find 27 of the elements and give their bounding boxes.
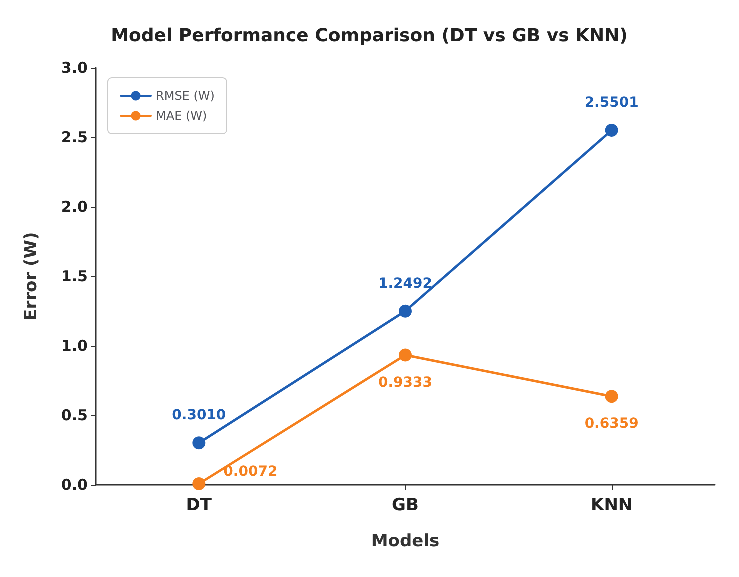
data-label: 2.5501 <box>584 95 639 112</box>
point <box>399 348 412 362</box>
y-tick-label: 2.5 <box>61 128 88 146</box>
y-tick-label: 2.0 <box>61 198 88 216</box>
y-tick-label: 0.5 <box>61 406 88 424</box>
data-label: 0.0072 <box>224 464 278 480</box>
y-axis-title: Error (W) <box>22 232 42 321</box>
legend-label: RMSE (W) <box>156 89 215 103</box>
x-axis-title: Models <box>371 532 440 552</box>
x-tick-label: GB <box>392 496 419 516</box>
y-tick-label: 0.0 <box>61 476 88 494</box>
x-tick-label: KNN <box>591 496 633 516</box>
y-tick-label: 1.0 <box>61 337 88 355</box>
point <box>605 124 618 138</box>
y-tick-label: 3.0 <box>61 59 88 77</box>
data-label: 0.3010 <box>172 408 226 424</box>
point <box>192 436 206 450</box>
y-tick-label: 1.5 <box>61 268 88 286</box>
data-label: 1.2492 <box>378 276 433 292</box>
point <box>605 390 618 404</box>
point <box>399 304 412 318</box>
chart-title: Model Performance Comparison (DT vs GB vs KNN) <box>111 26 628 46</box>
data-label: 0.9333 <box>378 374 433 391</box>
data-label: 0.6359 <box>584 416 639 432</box>
x-tick-label: DT <box>186 496 212 516</box>
legend-label: MAE (W) <box>156 109 208 123</box>
point <box>192 478 206 490</box>
